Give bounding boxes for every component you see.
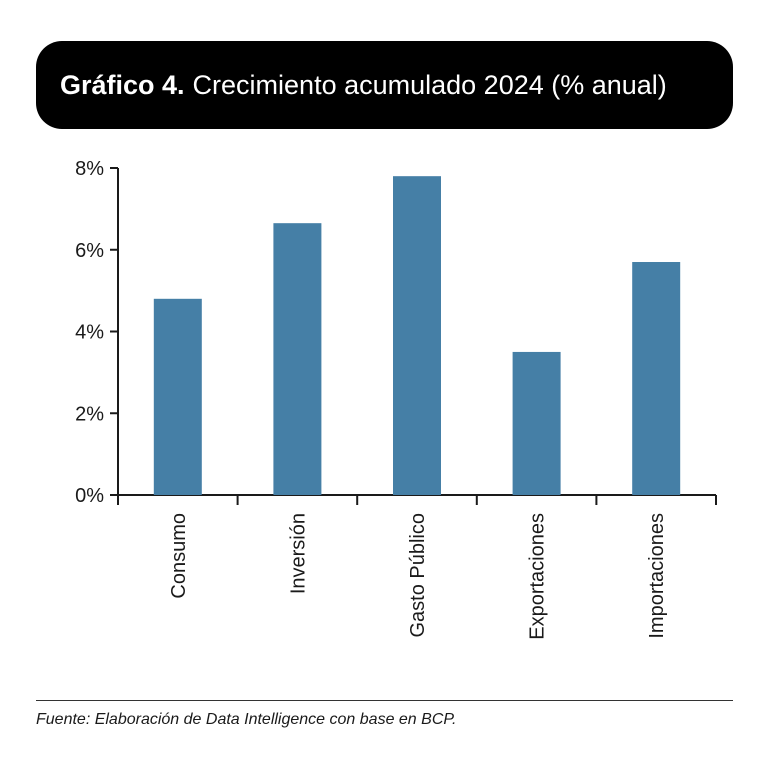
- x-tick-label: Importaciones: [646, 513, 668, 639]
- bar: [632, 262, 681, 495]
- y-tick-label: 2%: [75, 403, 104, 425]
- bar: [153, 298, 202, 495]
- chart-title-label: Gráfico 4.: [60, 69, 185, 100]
- bar: [512, 351, 561, 495]
- footer-divider: [36, 700, 733, 701]
- y-tick-label: 0%: [75, 485, 104, 507]
- x-tick-label: Inversión: [287, 513, 309, 594]
- bar: [393, 176, 441, 496]
- source-note: Fuente: Elaboración de Data Intelligence…: [36, 711, 457, 728]
- x-tick-label: Exportaciones: [527, 513, 549, 640]
- y-tick-label: 4%: [75, 322, 104, 344]
- bar-chart: 0% 2% 4% 6% 8% Consumo Inversión Gasto Público E…: [75, 158, 717, 640]
- y-tick-label: 8%: [75, 158, 104, 180]
- x-tick-label: Consumo: [168, 513, 190, 599]
- bar: [273, 223, 322, 495]
- y-tick-label: 6%: [75, 240, 104, 262]
- chart-title: Gráfico 4. Crecimiento acumulado 2024 (%…: [36, 41, 733, 129]
- x-tick-label: Gasto Público: [407, 513, 429, 638]
- chart-title-text: Crecimiento acumulado 2024 (% anual): [192, 69, 667, 100]
